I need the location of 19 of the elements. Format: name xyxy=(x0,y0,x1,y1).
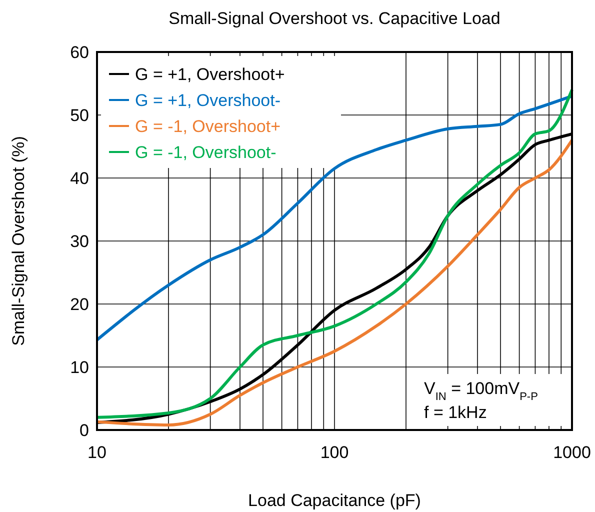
chart-title: Small-Signal Overshoot vs. Capacitive Load xyxy=(168,9,500,28)
y-tick-label: 10 xyxy=(70,358,89,377)
legend-label: G = -1, Overshoot- xyxy=(135,143,276,162)
annotation: V$_{IN}$ = 100mV$_{P-P}$ xyxy=(424,379,538,403)
y-tick-label: 30 xyxy=(70,232,89,251)
x-tick-label: 1000 xyxy=(553,443,591,462)
y-tick-label: 20 xyxy=(70,295,89,314)
annotation: f = 1kHz xyxy=(424,403,487,422)
legend-label: G = -1, Overshoot+ xyxy=(135,117,281,136)
y-tick-label: 40 xyxy=(70,169,89,188)
y-axis-title: Small-Signal Overshoot (%) xyxy=(9,136,28,346)
x-tick-label: 100 xyxy=(320,443,349,462)
y-tick-label: 50 xyxy=(70,106,89,125)
legend-label: G = +1, Overshoot+ xyxy=(135,65,285,84)
legend-label: G = +1, Overshoot- xyxy=(135,91,281,110)
y-tick-label: 0 xyxy=(80,421,89,440)
y-tick-label: 60 xyxy=(70,43,89,62)
x-tick-label: 10 xyxy=(88,443,106,462)
x-axis-title: Load Capacitance (pF) xyxy=(248,491,421,510)
